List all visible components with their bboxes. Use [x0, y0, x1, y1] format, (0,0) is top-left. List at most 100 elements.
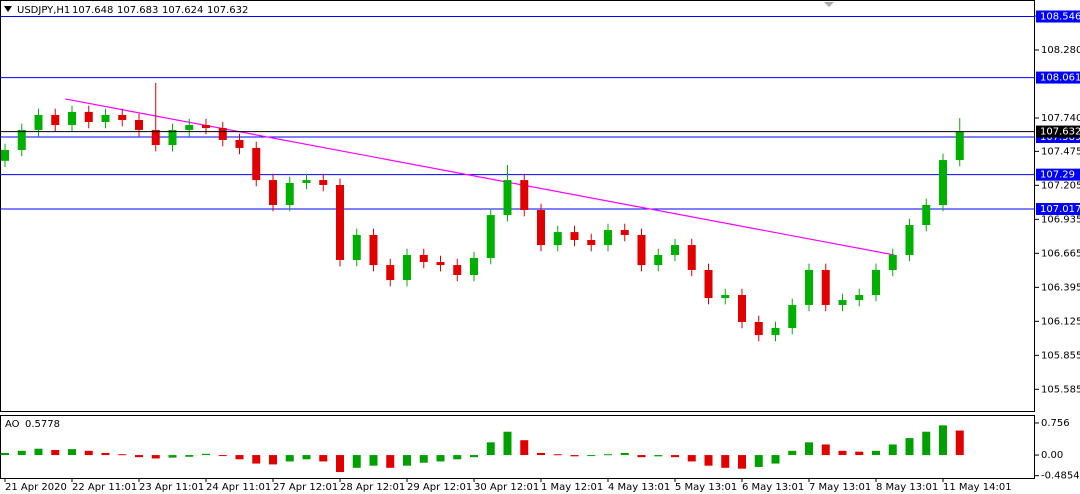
candle-body	[17, 129, 26, 150]
candle-body	[905, 225, 914, 255]
level-tag	[1036, 168, 1080, 181]
candle-body	[922, 204, 931, 226]
ao-bar	[939, 425, 947, 456]
ao-bar	[17, 450, 26, 456]
indicator-name: AO	[5, 419, 20, 430]
ao-bar	[604, 454, 612, 456]
ao-bar	[235, 455, 244, 460]
candle-body	[302, 180, 311, 183]
candle-body	[34, 114, 43, 130]
candle-body	[654, 254, 663, 266]
candle-body	[520, 180, 529, 211]
candle-body	[671, 245, 679, 255]
ao-bar	[704, 455, 713, 466]
ao-bar	[84, 450, 93, 456]
candle-body	[805, 269, 813, 305]
candle-body	[185, 125, 194, 130]
ao-bar	[922, 431, 931, 456]
candle-body	[738, 295, 746, 322]
y-tick-label: 105.585	[1041, 384, 1080, 395]
trendline	[65, 98, 895, 256]
x-tick-label: 23 Apr 11:01	[139, 482, 204, 493]
candle-body	[403, 254, 411, 281]
y-tick-label: 106.665	[1041, 248, 1080, 259]
shift-marker	[824, 2, 834, 7]
ao-bar	[687, 455, 696, 462]
ao-bar	[386, 455, 395, 468]
candle-body	[51, 114, 60, 126]
ao-bar	[202, 453, 210, 456]
candle-body	[553, 232, 562, 246]
candle-body	[386, 265, 395, 281]
quote-value: 107.648	[72, 5, 113, 16]
level-label: 107.632	[1040, 127, 1080, 138]
ao-bar	[520, 440, 529, 456]
candle-body	[838, 300, 847, 305]
ao-bar	[101, 452, 110, 456]
candle-body	[269, 180, 277, 205]
quote-value: 107.683	[117, 5, 158, 16]
ao-bar	[453, 455, 462, 460]
candle-body	[537, 210, 545, 246]
ao-bar	[771, 455, 780, 464]
ao-bar	[553, 454, 562, 456]
ao-bar	[302, 455, 311, 460]
candle-body	[135, 119, 143, 130]
candle-body	[704, 269, 713, 299]
candle-body	[168, 129, 177, 146]
candle-body	[151, 129, 160, 146]
level-label: 107.29	[1040, 170, 1075, 181]
candle-body	[620, 230, 629, 235]
ao-bar	[352, 455, 361, 468]
ao-bar	[336, 455, 344, 473]
x-tick-label: 8 May 13:01	[876, 482, 938, 493]
ao-bar	[738, 455, 746, 469]
menu-triangle[interactable]	[4, 6, 12, 12]
candle-body	[721, 295, 730, 299]
ao-bar	[486, 442, 495, 456]
ao-bar	[285, 455, 294, 462]
level-tag	[1036, 203, 1080, 216]
ao-bar	[620, 452, 629, 456]
x-tick-label: 29 Apr 12:01	[407, 482, 472, 493]
candle-body	[955, 131, 964, 161]
ao-bar	[419, 455, 428, 463]
x-tick-label: 21 Apr 2020	[5, 482, 67, 493]
candle-body	[855, 295, 864, 301]
ao-bar	[888, 444, 897, 456]
y-tick-label: 106.125	[1041, 316, 1080, 327]
level-tag	[1036, 125, 1080, 138]
x-tick-label: 4 May 13:01	[608, 482, 670, 493]
level-label: 107.017	[1040, 204, 1080, 215]
candle-body	[872, 269, 880, 296]
ao-bar	[537, 452, 545, 456]
x-tick-label: 5 May 13:01	[675, 482, 737, 493]
ao-bar	[269, 455, 277, 465]
quote-value: 107.624	[162, 5, 203, 16]
y-tick-label: 108.280	[1041, 45, 1080, 56]
candle-body	[319, 180, 328, 185]
x-tick-label: 1 May 12:01	[541, 482, 603, 493]
candle-body	[419, 254, 428, 263]
ao-bar	[872, 450, 880, 456]
x-tick-label: 27 Apr 12:01	[273, 482, 338, 493]
candle-body	[687, 245, 696, 270]
candle-body	[235, 140, 244, 148]
ao-bar	[470, 455, 478, 458]
candle-body	[939, 160, 947, 205]
candle-body	[218, 128, 227, 141]
ao-bar	[671, 455, 679, 458]
candle-body	[285, 182, 294, 205]
ao-bar	[503, 431, 512, 456]
ao-bar	[805, 442, 813, 456]
y-tick-label: -0.4854	[1041, 471, 1080, 482]
level-tag	[1036, 71, 1080, 84]
ao-bar	[369, 455, 378, 466]
ao-bar	[252, 455, 261, 464]
x-tick-label: 6 May 13:01	[742, 482, 804, 493]
ao-bar	[905, 438, 914, 456]
ao-bar	[118, 454, 127, 456]
candle-body	[369, 234, 378, 266]
